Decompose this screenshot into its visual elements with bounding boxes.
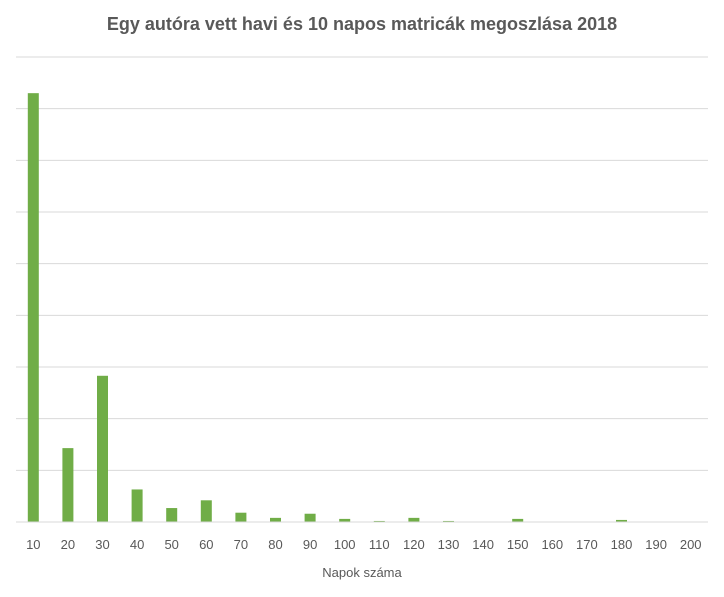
bar-20: [62, 448, 74, 522]
x-tick-label: 150: [507, 537, 529, 552]
x-tick-label: 110: [369, 537, 390, 552]
x-tick-label: 170: [576, 537, 598, 552]
x-tick-label: 130: [438, 537, 460, 552]
bar-180: [616, 519, 627, 522]
x-tick-label: 180: [611, 537, 633, 552]
bar-90: [304, 513, 316, 522]
x-tick-label: 200: [680, 537, 702, 552]
bar-50: [166, 508, 178, 522]
bar-70: [235, 512, 247, 522]
gridlines: [16, 56, 708, 471]
x-tick-label: 120: [403, 537, 425, 552]
x-tick-label: 50: [164, 537, 178, 552]
bars: [27, 93, 627, 523]
bar-80: [270, 517, 281, 522]
bar-60: [200, 500, 212, 522]
bar-30: [97, 375, 108, 522]
bar-40: [131, 489, 143, 522]
bar-100: [339, 518, 351, 522]
x-tick-labels: 10 20 30 40 50 60 70 80 90 100 110 120 130 140 150 160 1…: [26, 537, 701, 552]
bar-110: [373, 520, 385, 522]
x-tick-label: 20: [61, 537, 75, 552]
x-tick-label: 30: [95, 537, 109, 552]
x-axis-title: Napok száma: [322, 565, 402, 580]
x-tick-label: 10: [26, 537, 40, 552]
x-tick-label: 90: [303, 537, 317, 552]
x-tick-label: 190: [645, 537, 667, 552]
bar-120: [408, 517, 420, 522]
x-tick-label: 60: [199, 537, 213, 552]
x-tick-label: 70: [234, 537, 248, 552]
bar-10: [27, 93, 39, 523]
x-tick-label: 80: [268, 537, 282, 552]
x-tick-label: 160: [541, 537, 563, 552]
x-tick-label: 140: [472, 537, 494, 552]
bar-130: [443, 520, 454, 522]
bar-150: [512, 518, 524, 522]
chart-title: Egy autóra vett havi és 10 napos matricá…: [107, 14, 617, 34]
x-tick-label: 100: [334, 537, 356, 552]
x-tick-label: 40: [130, 537, 144, 552]
